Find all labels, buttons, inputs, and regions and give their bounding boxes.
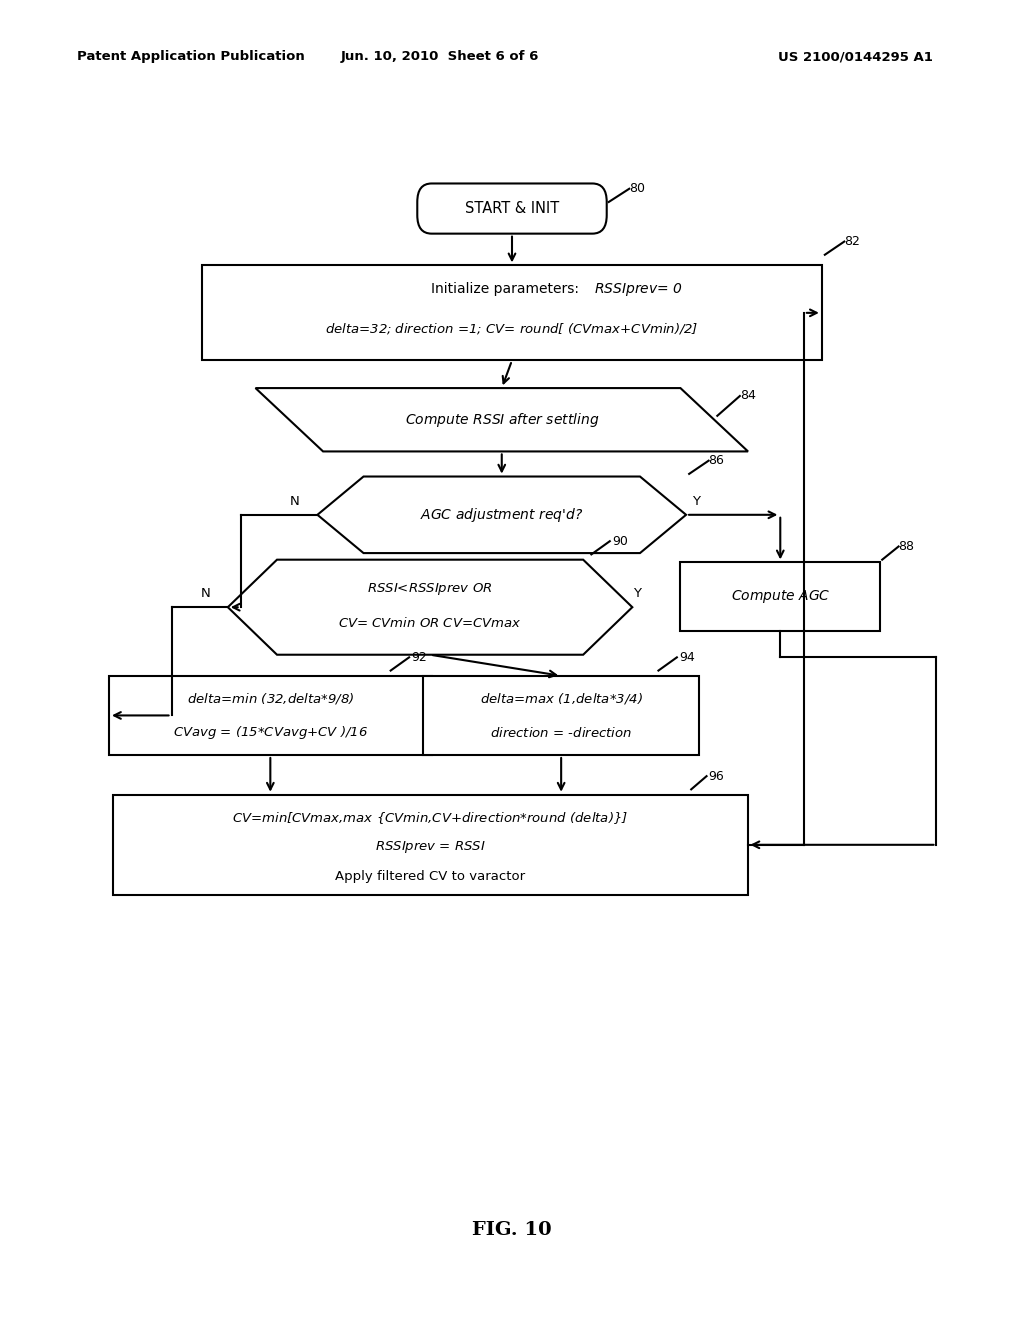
Text: $CVavg$ = (15*$CVavg$+$CV$ )/16: $CVavg$ = (15*$CVavg$+$CV$ )/16 [173, 725, 368, 741]
Text: N: N [290, 495, 300, 508]
Text: $delta$=32; $direction$ =1; $CV$= round[ ($CVmax$+$CVmin$)/2]: $delta$=32; $direction$ =1; $CV$= round[… [326, 321, 698, 337]
Text: 84: 84 [739, 389, 756, 403]
Text: 82: 82 [844, 235, 860, 248]
Text: $delta$=min (32,$delta$*9/8): $delta$=min (32,$delta$*9/8) [186, 690, 354, 706]
FancyBboxPatch shape [418, 183, 606, 234]
Text: $direction$ = -$direction$: $direction$ = -$direction$ [490, 726, 632, 739]
Text: $RSSIprev$ = $RSSI$: $RSSIprev$ = $RSSI$ [375, 840, 485, 855]
Polygon shape [317, 477, 686, 553]
Text: Initialize parameters:: Initialize parameters: [431, 282, 593, 296]
Text: 88: 88 [899, 540, 914, 553]
Text: $AGC$ adjustment req'd?: $AGC$ adjustment req'd? [420, 506, 584, 524]
Bar [680, 562, 880, 631]
Bar [110, 676, 432, 755]
Text: Jun. 10, 2010  Sheet 6 of 6: Jun. 10, 2010 Sheet 6 of 6 [341, 50, 540, 63]
Text: $CV$=min[$CVmax$,max {$CVmin$,$CV$+$direction$*$round$ ($delta$)}]: $CV$=min[$CVmax$,max {$CVmin$,$CV$+$dire… [232, 810, 628, 826]
Text: 80: 80 [629, 182, 645, 195]
Polygon shape [255, 388, 748, 451]
Bar [113, 795, 748, 895]
Text: US 2100/0144295 A1: US 2100/0144295 A1 [778, 50, 933, 63]
Text: 94: 94 [679, 651, 694, 664]
Text: Compute $AGC$: Compute $AGC$ [730, 589, 830, 605]
Polygon shape [227, 560, 632, 655]
Text: 86: 86 [709, 454, 725, 467]
Text: START & INIT: START & INIT [465, 201, 559, 216]
Text: $RSSIprev$= 0: $RSSIprev$= 0 [594, 281, 683, 297]
Text: Patent Application Publication: Patent Application Publication [77, 50, 304, 63]
Text: N: N [201, 587, 210, 601]
Text: $delta$=max (1,$delta$*3/4): $delta$=max (1,$delta$*3/4) [479, 690, 643, 706]
Bar [203, 265, 821, 360]
Text: Apply filtered CV to varactor: Apply filtered CV to varactor [335, 870, 525, 883]
Text: $CV$= $CVmin$ OR $CV$=$CVmax$: $CV$= $CVmin$ OR $CV$=$CVmax$ [338, 616, 522, 630]
Text: 96: 96 [709, 770, 724, 783]
Text: Y: Y [634, 587, 641, 601]
Text: FIG. 10: FIG. 10 [472, 1221, 552, 1239]
Text: Compute $RSSI$ after settling: Compute $RSSI$ after settling [404, 411, 599, 429]
Text: $RSSI$<$RSSIprev$ OR: $RSSI$<$RSSIprev$ OR [368, 581, 493, 597]
Text: 92: 92 [411, 651, 427, 664]
Text: Y: Y [692, 495, 700, 508]
Bar [423, 676, 699, 755]
Text: 90: 90 [611, 535, 628, 548]
